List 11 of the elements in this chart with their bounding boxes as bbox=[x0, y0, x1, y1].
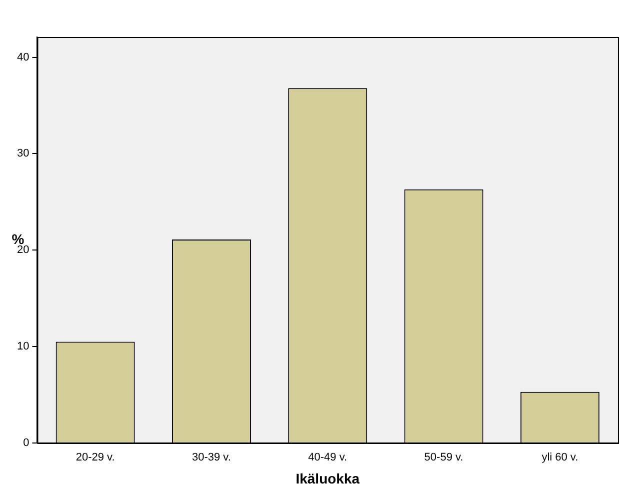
x-tick-label: 30-39 v. bbox=[192, 452, 231, 464]
y-tick-label: 20 bbox=[16, 244, 30, 256]
x-tick-label: yli 60 v. bbox=[542, 452, 578, 464]
x-axis-title: Ikäluokka bbox=[296, 470, 360, 486]
x-tick-label: 50-59 v. bbox=[424, 452, 464, 464]
x-tick-label: 40-49 v. bbox=[308, 452, 348, 464]
y-tick-label: 0 bbox=[23, 437, 30, 450]
x-tick-label: 20-29 v. bbox=[76, 452, 115, 464]
y-tick-label: 10 bbox=[16, 340, 30, 353]
y-tick-label: 30 bbox=[16, 148, 30, 160]
y-tick-label: 40 bbox=[16, 51, 30, 64]
